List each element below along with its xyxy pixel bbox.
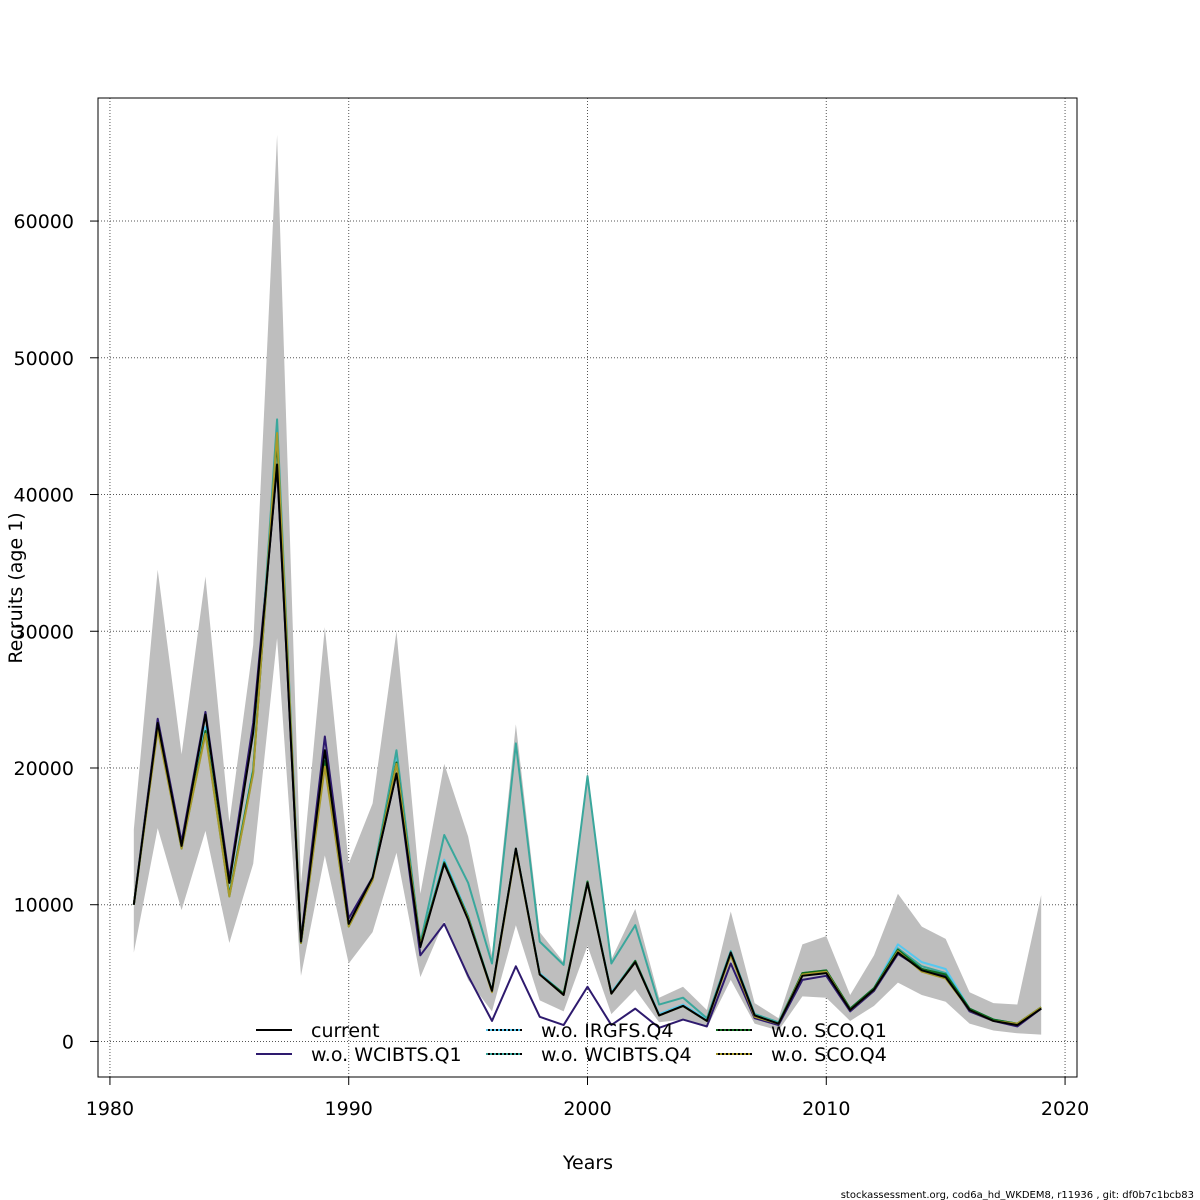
legend-label: w.o. SCO.Q1 bbox=[771, 1020, 887, 1042]
y-tick-label: 0 bbox=[62, 1031, 74, 1053]
x-axis: 1980 1990 2000 2010 2020 bbox=[86, 1077, 1089, 1120]
y-tick-label: 60000 bbox=[14, 211, 74, 233]
series-line-1 bbox=[132, 463, 1042, 1027]
x-axis-title: Years bbox=[562, 1152, 613, 1174]
x-tick-label: 2010 bbox=[802, 1098, 850, 1120]
y-tick-label: 30000 bbox=[14, 621, 74, 643]
y-axis-title: Recruits (age 1) bbox=[5, 512, 27, 663]
x-tick-label: 1980 bbox=[86, 1098, 134, 1120]
legend-label: w.o. WCIBTS.Q1 bbox=[311, 1044, 462, 1066]
y-tick-label: 50000 bbox=[14, 348, 74, 370]
series-lines-group bbox=[132, 418, 1042, 1029]
y-tick-label: 40000 bbox=[14, 485, 74, 507]
x-tick-label: 1990 bbox=[325, 1098, 373, 1120]
footer-note: stockassessment.org, cod6a_hd_WKDEM8, r1… bbox=[841, 1190, 1194, 1200]
y-tick-label: 10000 bbox=[14, 895, 74, 917]
x-tick-label: 2020 bbox=[1041, 1098, 1089, 1120]
legend-label: current bbox=[311, 1020, 380, 1042]
y-axis: 0 10000 20000 30000 40000 50000 60000 bbox=[14, 211, 98, 1053]
legend-label: w.o. SCO.Q4 bbox=[771, 1044, 887, 1066]
y-tick-label: 20000 bbox=[14, 758, 74, 780]
confidence-band bbox=[133, 134, 1042, 1035]
confidence-band-group bbox=[133, 134, 1042, 1035]
legend-label: w.o. IRGFS.Q4 bbox=[541, 1020, 673, 1042]
legend-label: w.o. WCIBTS.Q4 bbox=[541, 1044, 692, 1066]
x-tick-label: 2000 bbox=[563, 1098, 611, 1120]
